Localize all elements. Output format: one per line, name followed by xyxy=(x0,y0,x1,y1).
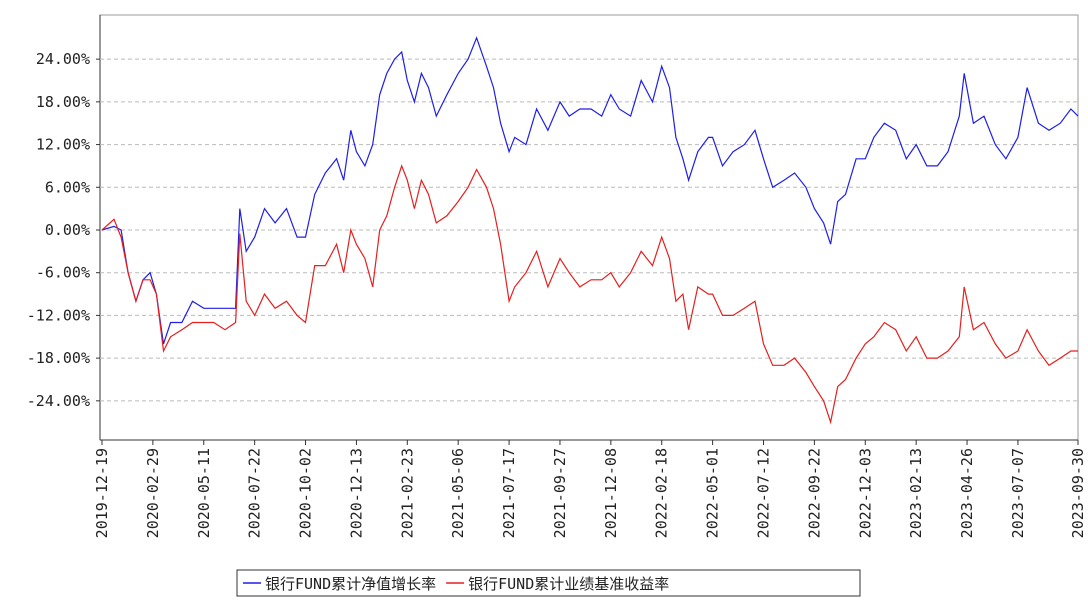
legend-label: 银行FUND累计净值增长率 xyxy=(265,575,436,593)
y-tick-label: 18.00% xyxy=(36,93,90,111)
y-tick-label: -12.00% xyxy=(27,306,90,324)
y-tick-label: 12.00% xyxy=(36,136,90,154)
x-tick-label: 2021-07-17 xyxy=(500,448,518,538)
plot-frame xyxy=(99,14,1079,441)
x-tick-label: 2020-10-02 xyxy=(297,448,315,538)
x-tick-label: 2020-12-13 xyxy=(347,448,365,538)
x-tick-label: 2022-09-22 xyxy=(805,448,823,538)
y-tick-label: 0.00% xyxy=(45,221,90,239)
x-tick-label: 2023-07-07 xyxy=(1009,448,1027,538)
x-tick-label: 2021-02-23 xyxy=(398,448,416,538)
x-tick-label: 2020-05-11 xyxy=(195,448,213,538)
legend-box xyxy=(236,569,861,597)
x-tick-label: 2020-07-22 xyxy=(246,448,264,538)
x-tick-label: 2021-09-27 xyxy=(551,448,569,538)
x-tick-label: 2021-05-06 xyxy=(449,448,467,538)
y-tick-label: 6.00% xyxy=(45,178,90,196)
x-tick-label: 2023-04-26 xyxy=(958,448,976,538)
line-series xyxy=(101,164,1078,425)
legend-label: 银行FUND累计业绩基准收益率 xyxy=(468,575,669,593)
x-tick-label: 2022-07-12 xyxy=(755,448,773,538)
x-tick-label: 2023-02-13 xyxy=(907,448,925,538)
y-tick-label: 24.00% xyxy=(36,50,90,68)
x-tick-label: 2022-12-03 xyxy=(856,448,874,538)
x-tick-label: 2022-02-18 xyxy=(653,448,671,538)
y-tick-label: -18.00% xyxy=(27,349,90,367)
y-tick-label: -24.00% xyxy=(27,392,90,410)
x-tick-label: 2023-09-30 xyxy=(1069,448,1087,538)
line-series xyxy=(101,36,1079,345)
x-tick-label: 2021-12-08 xyxy=(602,448,620,538)
x-tick-label: 2020-02-29 xyxy=(144,448,162,538)
x-tick-label: 2019-12-19 xyxy=(93,448,111,538)
y-tick-label: -6.00% xyxy=(36,264,90,282)
x-tick-label: 2022-05-01 xyxy=(704,448,722,538)
